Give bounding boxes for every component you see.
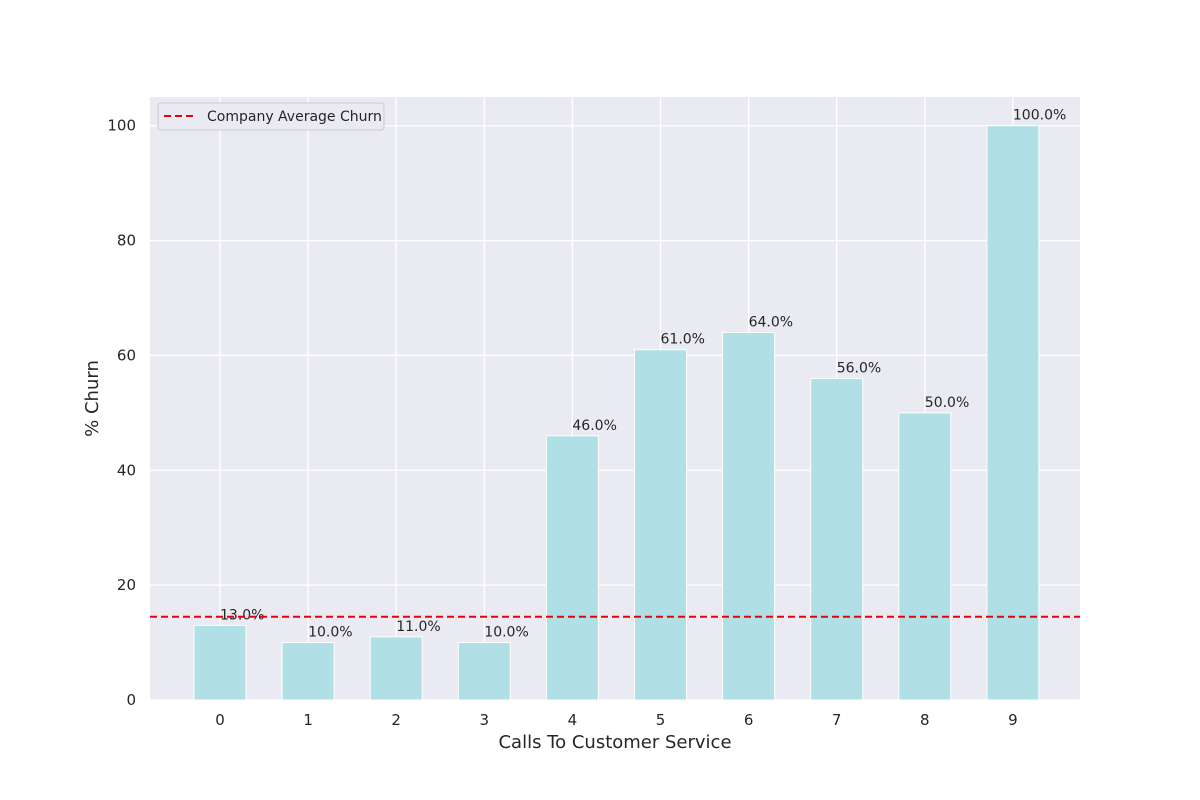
x-tick-label: 6 [744, 711, 754, 729]
x-tick-label: 0 [215, 711, 225, 729]
x-axis-ticks: 0 1 2 3 4 5 6 7 8 9 [215, 711, 1017, 729]
data-label-8: 50.0% [925, 395, 969, 411]
data-label-9: 100.0% [1013, 108, 1066, 124]
bar-2 [369, 636, 423, 701]
data-label-1: 10.0% [308, 625, 352, 641]
data-label-2: 11.0% [396, 619, 440, 635]
data-label-3: 10.0% [484, 625, 528, 641]
bars [193, 125, 1040, 701]
y-tick-label: 60 [117, 346, 136, 364]
bar-5 [634, 349, 687, 701]
data-label-6: 64.0% [749, 314, 793, 330]
y-axis-title: % Churn [82, 360, 103, 437]
bar-8 [898, 412, 952, 701]
legend-entry-company-average-churn: Company Average Churn [207, 109, 382, 125]
x-tick-label: 9 [1008, 711, 1018, 729]
x-tick-label: 8 [920, 711, 930, 729]
bar-3 [457, 642, 511, 701]
data-label-7: 56.0% [837, 360, 881, 376]
data-label-5: 61.0% [661, 332, 705, 348]
y-tick-label: 80 [117, 232, 136, 250]
x-axis-title: Calls To Customer Service [498, 732, 731, 753]
x-tick-label: 2 [391, 711, 401, 729]
y-tick-label: 0 [126, 691, 136, 709]
data-labels: 13.0% 10.0% 11.0% 10.0% 46.0% 61.0% 64.0% 56.0%… [220, 108, 1066, 641]
x-tick-label: 7 [832, 711, 842, 729]
y-axis-ticks: 0 20 40 60 80 100 [107, 117, 136, 709]
y-tick-label: 40 [117, 461, 136, 479]
y-tick-label: 20 [117, 576, 136, 594]
data-label-4: 46.0% [572, 418, 616, 434]
data-label-0: 13.0% [220, 607, 264, 623]
x-tick-label: 3 [480, 711, 490, 729]
bar-7 [810, 377, 864, 701]
bar-0 [193, 624, 247, 701]
x-tick-label: 1 [303, 711, 313, 729]
y-tick-label: 100 [107, 117, 136, 135]
bar-4 [545, 435, 599, 701]
x-tick-label: 5 [656, 711, 666, 729]
legend: Company Average Churn [157, 102, 385, 131]
bar-9 [986, 125, 1040, 701]
legend-box [157, 102, 385, 131]
x-tick-label: 4 [568, 711, 578, 729]
bar-6 [722, 331, 776, 701]
bar-1 [281, 642, 335, 701]
